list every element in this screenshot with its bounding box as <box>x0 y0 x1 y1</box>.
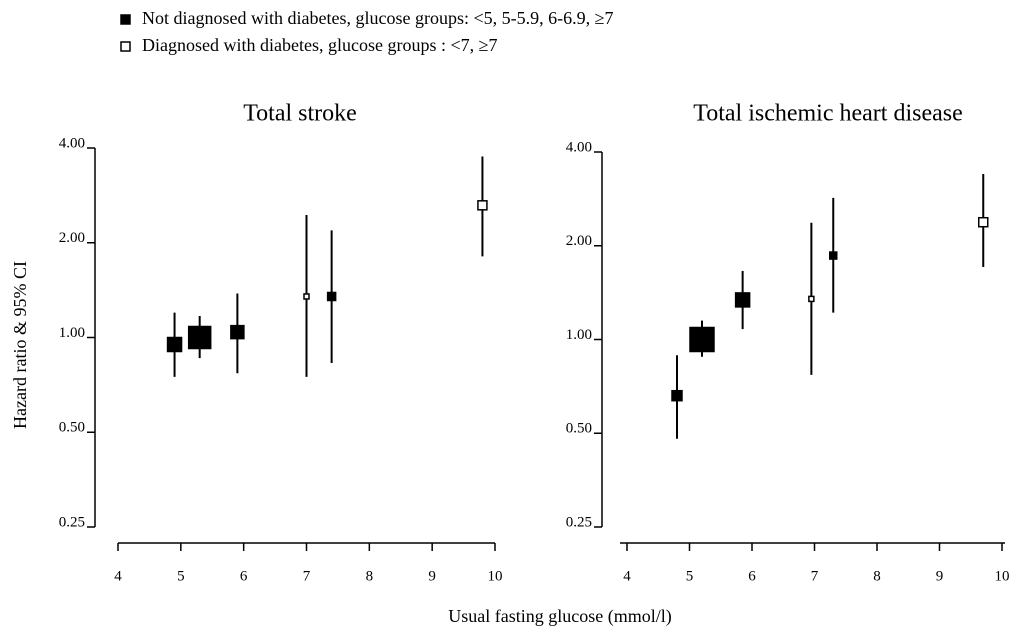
point <box>166 336 183 353</box>
y-tick-label: 0.50 <box>59 420 85 436</box>
panel-title: Total ischemic heart disease <box>693 101 963 127</box>
x-tick-label: 10 <box>995 568 1010 584</box>
x-tick-label: 10 <box>488 568 503 584</box>
point <box>477 200 488 211</box>
y-tick-label: 0.25 <box>59 514 85 530</box>
point <box>689 326 715 353</box>
x-tick-label: 4 <box>623 568 631 584</box>
x-tick-label: 8 <box>366 568 374 584</box>
y-tick-label: 4.00 <box>59 135 85 151</box>
x-axis-label: Usual fasting glucose (mmol/l) <box>448 606 671 627</box>
y-tick-label: 0.50 <box>566 421 592 437</box>
y-tick-label: 2.00 <box>566 233 592 249</box>
point <box>326 291 337 302</box>
legend-marker <box>120 41 131 52</box>
point <box>734 292 751 308</box>
point <box>230 324 245 340</box>
x-tick-label: 5 <box>686 568 694 584</box>
y-tick-label: 1.00 <box>566 327 592 343</box>
point <box>808 295 815 303</box>
point <box>303 293 310 300</box>
point <box>829 251 838 260</box>
y-tick-label: 0.25 <box>566 514 592 530</box>
x-tick-label: 7 <box>303 568 311 584</box>
x-tick-label: 5 <box>177 568 185 584</box>
y-tick-label: 2.00 <box>59 230 85 246</box>
panel-title: Total stroke <box>243 101 357 127</box>
x-tick-label: 6 <box>748 568 756 584</box>
x-tick-label: 6 <box>240 568 248 584</box>
x-tick-label: 9 <box>428 568 436 584</box>
x-tick-label: 8 <box>873 568 881 584</box>
legend-label: Not diagnosed with diabetes, glucose gro… <box>142 8 613 28</box>
x-tick-label: 4 <box>114 568 122 584</box>
y-tick-label: 1.00 <box>59 325 85 341</box>
point <box>671 389 683 402</box>
x-tick-label: 9 <box>936 568 944 584</box>
x-tick-label: 7 <box>811 568 819 584</box>
point <box>978 216 989 228</box>
point <box>187 325 212 350</box>
y-tick-label: 4.00 <box>566 139 592 155</box>
legend-label: Diagnosed with diabetes, glucose groups … <box>142 35 497 55</box>
legend-marker <box>120 14 131 25</box>
y-axis-label: Hazard ratio & 95% CI <box>10 261 30 429</box>
